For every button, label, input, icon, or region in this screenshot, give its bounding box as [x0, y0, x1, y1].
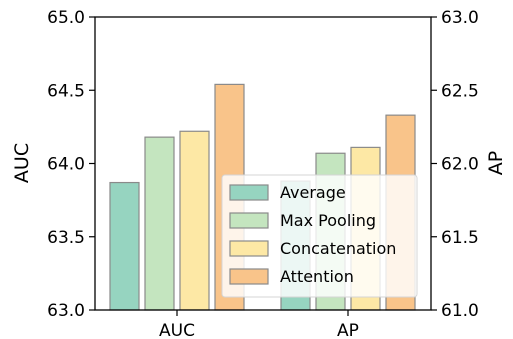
- legend-swatch-concatenation: [229, 240, 269, 257]
- legend-box: [221, 174, 418, 298]
- y-axis-title-right: AP: [485, 151, 507, 175]
- bar-auc-max-pooling: [144, 136, 175, 311]
- legend-label-max-pooling: Max Pooling: [280, 211, 376, 230]
- right-tick-label: 63.0: [441, 8, 479, 28]
- x-tick-label-ap: AP: [337, 321, 359, 339]
- bar-auc-concatenation: [179, 130, 210, 311]
- left-tick-label: 64.0: [47, 155, 85, 175]
- legend: Average Max Pooling Concatenation Attention: [221, 174, 418, 298]
- y-axis-title-left: AUC: [11, 143, 33, 183]
- bar-auc-average: [109, 181, 140, 311]
- left-tick-label: 65.0: [47, 8, 85, 28]
- legend-label-average: Average: [280, 183, 346, 202]
- right-axis: 61.0 61.5 62.0 62.5 63.0: [431, 8, 479, 321]
- x-axis: AUC AP: [159, 310, 359, 339]
- legend-swatch-attention: [229, 268, 269, 285]
- left-tick-label: 63.5: [47, 228, 85, 248]
- x-tick-label-auc: AUC: [159, 321, 195, 339]
- right-tick-label: 61.0: [441, 301, 479, 321]
- legend-swatch-average: [229, 184, 269, 201]
- legend-swatch-max-pooling: [229, 212, 269, 229]
- right-tick-label: 62.0: [441, 155, 479, 175]
- right-tick-label: 62.5: [441, 81, 479, 101]
- right-tick-label: 61.5: [441, 228, 479, 248]
- legend-label-concatenation: Concatenation: [280, 239, 396, 258]
- legend-label-attention: Attention: [280, 267, 354, 286]
- left-tick-label: 64.5: [47, 81, 85, 101]
- left-tick-label: 63.0: [47, 301, 85, 321]
- left-axis: 63.0 63.5 64.0 64.5 65.0: [47, 8, 95, 321]
